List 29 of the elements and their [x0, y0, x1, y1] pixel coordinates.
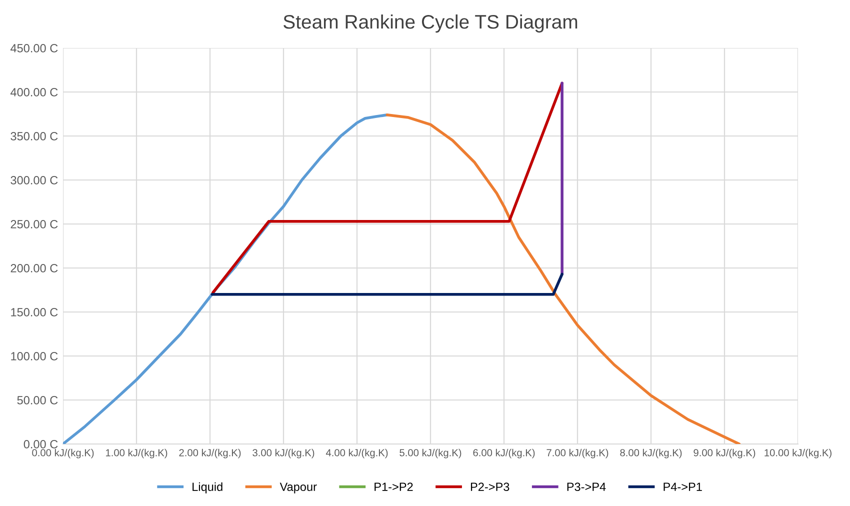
y-tick-label: 150.00 C [11, 308, 58, 316]
x-tick-label: 7.00 kJ/(kg.K) [546, 448, 608, 458]
x-tick-label: 0.00 kJ/(kg.K) [32, 448, 94, 458]
y-tick-label: 400.00 C [10, 88, 58, 96]
x-tick-label: 4.00 kJ/(kg.K) [326, 448, 388, 458]
y-tick-label: 50.00 C [17, 396, 58, 404]
x-tick-label: 6.00 kJ/(kg.K) [473, 448, 535, 458]
x-tick-label: 5.00 kJ/(kg.K) [400, 448, 462, 458]
legend-label: P1->P2 [374, 482, 413, 491]
x-tick-label: 9.00 kJ/(kg.K) [694, 448, 756, 458]
x-tick-label: 3.00 kJ/(kg.K) [252, 448, 314, 458]
y-tick-label: 450.00 C [10, 44, 58, 52]
x-tick-label: 2.00 kJ/(kg.K) [179, 448, 241, 458]
y-tick-label: 0.00 C [24, 440, 58, 448]
x-tick-label: 1.00 kJ/(kg.K) [106, 448, 168, 458]
legend-label: Vapour [280, 482, 317, 494]
x-tick-label: 10.00 kJ/(kg.K) [764, 448, 832, 458]
y-tick-label: 300.00 C [10, 176, 58, 184]
y-tick-label: 200.00 C [10, 264, 58, 272]
y-tick-label: 250.00 C [10, 220, 58, 228]
legend-label: P2->P3 [470, 482, 510, 492]
legend-label: P3->P4 [567, 482, 606, 492]
legend-label: P4->P1 [664, 482, 702, 491]
legend-label: Liquid [192, 482, 222, 494]
x-tick-label: 8.00 kJ/(kg.K) [620, 448, 682, 458]
line-series [386, 113, 741, 444]
y-tick-label: 350.00 C [10, 132, 58, 140]
y-tick-label: 100.00 C [11, 352, 58, 360]
chart-title: Steam Rankine Cycle TS Diagram [284, 14, 578, 33]
